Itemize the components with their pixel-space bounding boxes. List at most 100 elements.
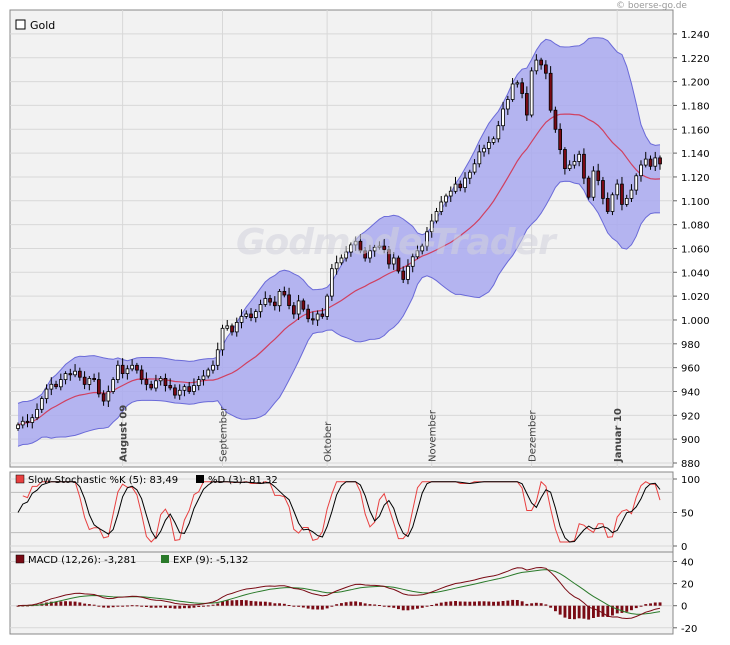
macd-panel <box>9 551 674 635</box>
candle-body <box>35 408 39 419</box>
candle-body <box>377 245 382 248</box>
candle-body <box>87 377 92 385</box>
candle-body <box>253 311 258 319</box>
candle-body <box>220 327 225 351</box>
candle-body <box>339 257 344 264</box>
macd-histogram-bar <box>653 602 657 606</box>
candle-body <box>439 201 444 212</box>
candle-body <box>567 164 572 169</box>
y-tick-label: 980 <box>681 340 700 351</box>
candle-body <box>620 183 624 205</box>
candle-body <box>277 290 282 307</box>
candle-body <box>82 376 87 385</box>
macd-histogram-bar <box>263 601 267 606</box>
candle-body <box>25 420 30 423</box>
macd-histogram-bar <box>387 605 391 608</box>
candle-body <box>320 313 325 317</box>
candle-body <box>610 194 615 212</box>
candle-body <box>539 59 544 66</box>
y-tick-label: 920 <box>681 411 700 422</box>
legend-stoch-k: Slow Stochastic %K (5): 83,49 <box>28 475 178 486</box>
candle-body <box>206 369 211 377</box>
macd-histogram-bar <box>444 601 448 606</box>
candle-body <box>111 379 115 392</box>
macd-histogram-bar <box>330 605 334 607</box>
candle-body <box>372 246 377 252</box>
candle-body <box>301 300 306 310</box>
macd-histogram-bar <box>416 605 419 609</box>
y-tick-label: 1.000 <box>681 316 710 327</box>
candle-body <box>463 177 467 189</box>
candle-body <box>97 379 101 395</box>
legend-swatch-macd <box>15 554 25 564</box>
candle-body <box>363 250 368 259</box>
macd-histogram-bar <box>620 605 624 613</box>
y-tick-label: 880 <box>681 459 700 470</box>
candle-body <box>20 420 25 426</box>
macd-histogram-bar <box>216 603 220 606</box>
macd-histogram-bar <box>54 601 58 606</box>
candle-body <box>163 377 168 386</box>
macd-histogram-bar <box>316 605 320 610</box>
candle-body <box>78 370 82 378</box>
macd-histogram-bar <box>130 605 134 607</box>
macd-histogram-bar <box>340 603 343 606</box>
month-label: Oktober <box>323 421 334 462</box>
bollinger-upper <box>17 37 661 404</box>
y-tick-label: 1.040 <box>681 268 710 279</box>
logo-watermark: Godmode-Trader <box>236 222 556 263</box>
candle-body <box>415 250 420 258</box>
macd-histogram-bar <box>587 605 591 620</box>
candle-body <box>510 83 515 100</box>
macd-histogram-bar <box>554 605 557 612</box>
candle-body <box>387 249 391 265</box>
candle-body <box>515 82 520 85</box>
macd-histogram-bar <box>520 601 524 606</box>
candle-body <box>382 245 387 251</box>
macd-histogram-bar <box>254 601 258 606</box>
macd-histogram-bar <box>78 602 82 606</box>
macd-histogram-bar <box>311 605 315 610</box>
macd-histogram-bar <box>335 604 339 606</box>
candle-body <box>582 153 586 179</box>
y-tick-label: 1.140 <box>681 149 710 160</box>
macd-histogram-bar <box>373 604 377 606</box>
candle-body <box>130 364 134 370</box>
bollinger-lower <box>17 180 661 447</box>
macd-histogram-bar <box>268 602 272 606</box>
macd-histogram-bar <box>92 604 96 606</box>
candle-body <box>544 64 548 74</box>
candle-body <box>425 231 429 247</box>
candle-body <box>344 251 349 259</box>
candle-body <box>187 386 192 392</box>
macd-histogram-bar <box>344 602 348 606</box>
macd-y-tick-label: 40 <box>681 558 694 569</box>
macd-histogram-bar <box>511 599 515 606</box>
macd-histogram-bar <box>420 605 424 608</box>
candle-body <box>429 220 434 233</box>
macd-histogram-bar <box>145 605 148 607</box>
candle-body <box>201 375 206 380</box>
macd-histogram-bar <box>568 605 572 619</box>
macd-histogram-bar <box>240 600 243 606</box>
macd-histogram-bar <box>59 601 63 606</box>
candle-body <box>572 161 577 166</box>
candle-body <box>591 170 596 198</box>
macd-histogram-bar <box>601 605 605 617</box>
macd-histogram-bar <box>16 605 20 607</box>
macd-histogram-bar <box>430 605 434 606</box>
macd-histogram-bar <box>392 605 396 608</box>
candle-body <box>263 298 268 305</box>
macd-histogram-bar <box>154 605 158 608</box>
macd-histogram-bar <box>49 601 53 606</box>
candle-body <box>268 298 272 303</box>
macd-histogram-bar <box>297 605 301 607</box>
candle-body <box>482 147 486 153</box>
macd-y-tick-label: 0 <box>681 602 687 613</box>
macd-histogram-bar <box>649 603 652 606</box>
macd-histogram-bar <box>425 605 429 607</box>
candle-body <box>624 197 629 205</box>
candle-body <box>639 164 643 177</box>
macd-histogram-bar <box>492 601 495 606</box>
